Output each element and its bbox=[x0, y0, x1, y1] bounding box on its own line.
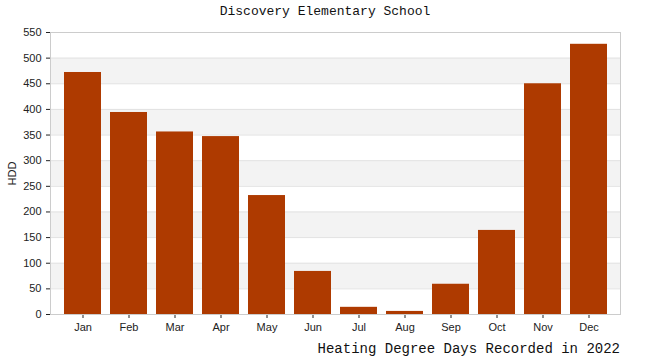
svg-text:0: 0 bbox=[35, 308, 41, 320]
svg-text:250: 250 bbox=[23, 180, 41, 192]
svg-text:Nov: Nov bbox=[533, 321, 553, 333]
html-text:Discovery Elementary School: Discovery Elementary School bbox=[219, 4, 431, 19]
svg-text:550: 550 bbox=[23, 26, 41, 38]
svg-text:Feb: Feb bbox=[120, 321, 139, 333]
svg-text:500: 500 bbox=[23, 52, 41, 64]
svg-text:Aug: Aug bbox=[395, 321, 415, 333]
svg-text:Jul: Jul bbox=[352, 321, 366, 333]
svg-text:Jun: Jun bbox=[304, 321, 322, 333]
svg-text:HDD: HDD bbox=[6, 162, 18, 186]
svg-text:May: May bbox=[257, 321, 278, 333]
svg-text:450: 450 bbox=[23, 77, 41, 89]
html-text:Heating Degree Days Recorded i: Heating Degree Days Recorded in 2022 bbox=[317, 341, 620, 357]
svg-text:100: 100 bbox=[23, 257, 41, 269]
svg-text:50: 50 bbox=[29, 282, 41, 294]
svg-text:Mar: Mar bbox=[166, 321, 185, 333]
svg-text:200: 200 bbox=[23, 205, 41, 217]
svg-text:Sep: Sep bbox=[441, 321, 461, 333]
svg-text:350: 350 bbox=[23, 129, 41, 141]
svg-text:Dec: Dec bbox=[579, 321, 599, 333]
svg-text:400: 400 bbox=[23, 103, 41, 115]
svg-text:Jan: Jan bbox=[74, 321, 92, 333]
svg-text:150: 150 bbox=[23, 231, 41, 243]
svg-text:Apr: Apr bbox=[212, 321, 229, 333]
svg-text:300: 300 bbox=[23, 154, 41, 166]
svg-text:Oct: Oct bbox=[488, 321, 505, 333]
